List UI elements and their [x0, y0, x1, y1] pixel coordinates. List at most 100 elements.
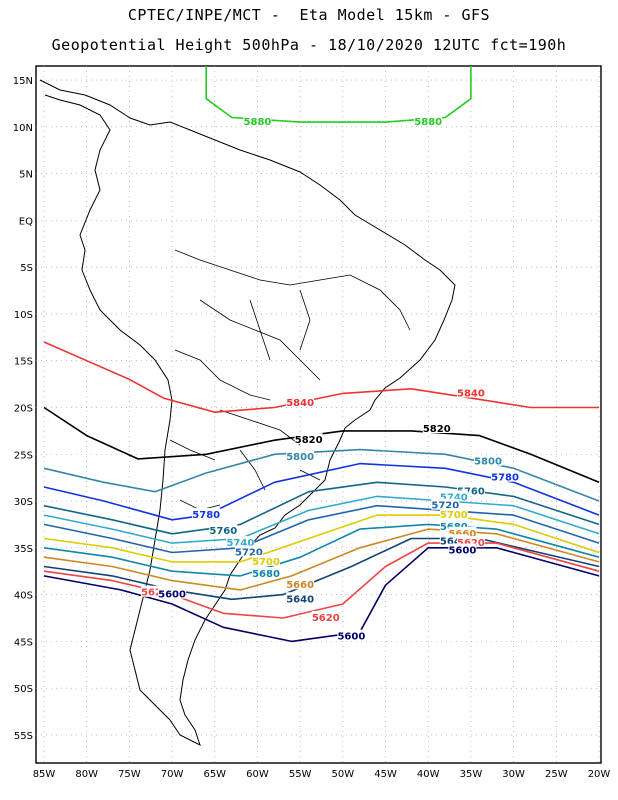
contour-label-bg — [311, 610, 340, 622]
lon-tick-label: 55W — [289, 769, 312, 780]
lat-tick-label: 30S — [14, 497, 33, 508]
lat-tick-label: 5N — [19, 170, 33, 181]
contour-label-bg — [209, 523, 238, 535]
contour-label-5820: 5820 — [423, 424, 451, 435]
map-title-line2: Geopotential Height 500hPa - 18/10/2020 … — [51, 36, 567, 54]
contour-label-bg — [337, 629, 366, 641]
contour-label-bg — [439, 520, 468, 532]
contour-line-5780 — [43, 462, 600, 521]
contour-label-5780: 5780 — [192, 510, 220, 521]
south-america-coast — [39, 79, 456, 746]
contour-label-5880: 5880 — [244, 117, 272, 128]
lat-tick-label: 15N — [13, 76, 33, 87]
lon-tick-label: 85W — [33, 769, 56, 780]
contour-label-bg — [141, 585, 169, 597]
contour-label-bg — [456, 536, 485, 548]
contour-label-bg — [192, 508, 221, 520]
contour-line-5720 — [43, 504, 600, 554]
lat-tick-label: 55S — [14, 731, 33, 742]
contour-label-bg — [491, 470, 520, 482]
contour-label-bg — [474, 454, 502, 466]
contour-label-5620: 5620 — [312, 613, 340, 624]
contour-label-bg — [226, 536, 255, 548]
contour-label-5740: 5740 — [226, 538, 254, 549]
lon-tick-label: 70W — [161, 769, 184, 780]
map-frame — [35, 65, 602, 764]
lat-tick-label: EQ — [19, 216, 33, 227]
lon-tick-label: 50W — [332, 769, 355, 780]
lon-tick-label: 35W — [460, 769, 483, 780]
contour-label-bg — [294, 433, 323, 445]
contour-label-bg — [456, 484, 485, 496]
lon-tick-label: 80W — [75, 769, 98, 780]
contour-label-5640: 5640 — [440, 536, 468, 547]
contour-label-5600: 5600 — [448, 546, 476, 557]
lon-tick-label: 40W — [417, 769, 440, 780]
lon-tick-label: 60W — [246, 769, 269, 780]
contour-label-bg — [414, 115, 443, 127]
lon-tick-label: 30W — [502, 769, 525, 780]
contour-label-5660: 5660 — [286, 580, 314, 591]
contour-label-bg — [234, 545, 263, 557]
axis-ticks: 15N 10N 5N EQ 5S 10S 15S 20S 25S 30S 35S 40S 45S 50S 5… — [13, 76, 611, 780]
contour-label-bg — [243, 115, 272, 127]
lat-tick-label: 40S — [14, 591, 33, 602]
contour-line-5700 — [43, 514, 600, 563]
contour-label-bg — [158, 587, 187, 599]
lon-tick-label: 45W — [374, 769, 397, 780]
lat-tick-label: 10N — [13, 123, 33, 134]
contour-label-5780: 5780 — [491, 473, 519, 484]
contour-label-5800: 5800 — [286, 452, 314, 463]
lat-tick-label: 25S — [14, 450, 33, 461]
contour-line-5880 — [205, 66, 472, 123]
contour-line-5740 — [43, 495, 600, 544]
contour-label-5600: 5600 — [158, 590, 186, 601]
contour-label-5720: 5720 — [431, 501, 459, 512]
contour-line-5840 — [43, 341, 599, 413]
contour-label-bg — [448, 526, 477, 538]
lat-tick-label: 50S — [14, 684, 33, 695]
lat-tick-label: 45S — [14, 637, 33, 648]
contour-label-5760: 5760 — [457, 487, 485, 498]
lat-tick-label: 35S — [14, 544, 33, 555]
contour-label-5700: 5700 — [440, 510, 468, 521]
gridlines — [36, 66, 601, 763]
contour-label-5840: 5840 — [457, 388, 485, 399]
contour-label-bg — [252, 554, 280, 566]
contour-label-bg — [286, 395, 315, 407]
contour-label-5840: 5840 — [286, 398, 314, 409]
contour-label-5640: 5640 — [286, 594, 314, 605]
lon-tick-label: 75W — [118, 769, 141, 780]
contour-line-5760 — [43, 481, 600, 535]
contour-label-bg — [439, 490, 468, 502]
lat-tick-label: 15S — [14, 357, 33, 368]
lon-tick-label: 65W — [203, 769, 226, 780]
lat-tick-label: 20S — [14, 403, 33, 414]
contour-label-bg — [252, 567, 280, 579]
contour-label-5760: 5760 — [209, 526, 237, 537]
contour-label-bg — [422, 422, 451, 434]
contour-labels: 5880 5880 5840 5840 5820 5820 5800 5800 5780 5780… — [141, 115, 520, 643]
lat-tick-label: 10S — [14, 310, 33, 321]
contour-label-5880: 5880 — [414, 117, 442, 128]
contour-label-bg — [286, 592, 315, 604]
contour-label-bg — [286, 578, 315, 590]
contour-label-bg — [431, 498, 460, 510]
contour-label-5620: 5620 — [141, 588, 169, 599]
contour-label-5600: 5600 — [337, 632, 365, 643]
contour-label-5820: 5820 — [295, 435, 323, 446]
contour-label-bg — [286, 450, 315, 462]
contour-label-bg — [448, 543, 477, 555]
contour-label-bg — [456, 386, 485, 398]
contour-label-5680: 5680 — [252, 569, 280, 580]
contour-label-5800: 5800 — [474, 457, 502, 468]
lon-tick-label: 25W — [545, 769, 568, 780]
lon-tick-label: 20W — [588, 769, 611, 780]
contour-label-5720: 5720 — [235, 547, 263, 558]
lat-tick-label: 5S — [20, 263, 33, 274]
contour-label-bg — [439, 534, 468, 546]
map-title-line1: CPTEC/INPE/MCT - Eta Model 15km - GFS — [127, 6, 491, 24]
contour-label-5740: 5740 — [440, 492, 468, 503]
contour-label-5700: 5700 — [252, 557, 280, 568]
